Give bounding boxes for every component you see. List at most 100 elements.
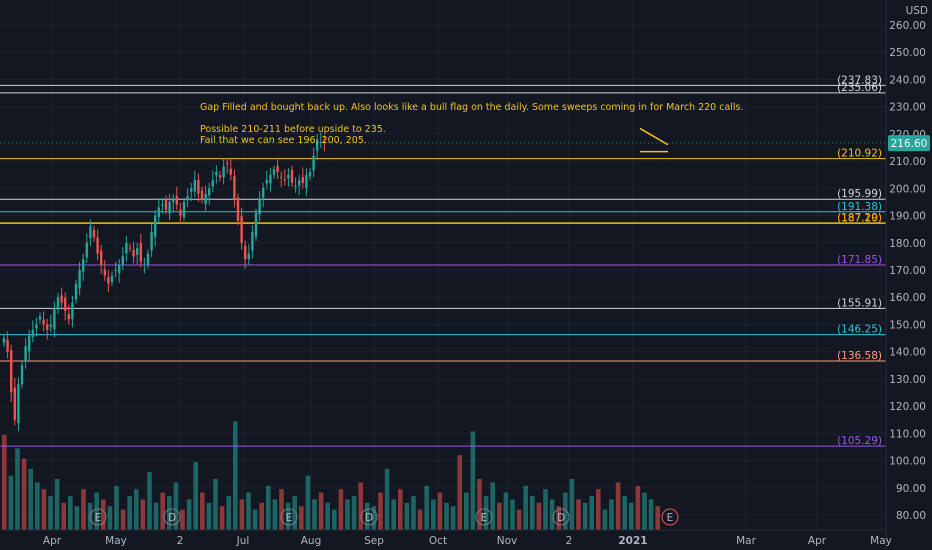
- earnings-letter: D: [557, 512, 565, 524]
- candle-body: [107, 277, 110, 284]
- candle-body: [128, 247, 132, 249]
- candle-body: [35, 324, 38, 329]
- level-label: (136.58): [837, 350, 882, 362]
- volume-bar: [114, 485, 119, 530]
- candle-body: [197, 180, 200, 194]
- earnings-marker[interactable]: E: [475, 508, 493, 526]
- candle-body: [82, 259, 85, 272]
- volume-bar: [200, 492, 205, 530]
- volume-bar: [252, 509, 258, 530]
- price-axis[interactable]: USD 80.00 90.00 100.00 110.00 120.00 130.00 140…: [885, 0, 932, 550]
- level-label: (210.92): [837, 148, 882, 160]
- y-tick-label: 80.00: [896, 510, 926, 522]
- y-tick-label: 230.00: [889, 102, 926, 114]
- candle-body: [24, 346, 27, 363]
- candle-body: [254, 212, 258, 237]
- candle-body: [31, 329, 34, 337]
- annotation-line: Fail that we can see 196, 200, 205.: [200, 135, 367, 146]
- volume-bar: [589, 496, 594, 530]
- candle-body: [125, 242, 128, 254]
- y-tick-label: 90.00: [896, 483, 926, 495]
- price-badge[interactable]: [888, 135, 930, 152]
- level-label: (191.38): [837, 201, 882, 213]
- volume-bar: [622, 496, 627, 530]
- volume-bar: [318, 492, 324, 530]
- candles: [2, 132, 326, 432]
- x-tick-label: 2: [177, 535, 184, 547]
- volume-bar: [411, 496, 416, 530]
- flag-upper-line[interactable]: [639, 127, 669, 146]
- volume-bar: [8, 475, 14, 530]
- volume-bar: [523, 485, 528, 530]
- earnings-marker[interactable]: E: [661, 508, 679, 526]
- y-tick-label: 150.00: [889, 319, 926, 331]
- volume-bar: [68, 496, 73, 530]
- current-price-label: 216.60: [891, 138, 928, 150]
- candle-body: [49, 324, 52, 327]
- volume-bar: [424, 485, 429, 530]
- candle-body: [218, 175, 222, 178]
- level-label: (237.83): [837, 74, 882, 86]
- candle-body: [290, 169, 294, 183]
- candle-body: [211, 180, 214, 187]
- candle-body: [110, 275, 114, 282]
- volume-bar: [266, 485, 271, 530]
- volume-bar: [259, 502, 264, 530]
- earnings-letter: D: [168, 512, 176, 524]
- volume-bar: [470, 431, 476, 530]
- candle-body: [298, 180, 301, 186]
- candle-body: [114, 270, 117, 271]
- level-label: (187.10): [837, 212, 882, 224]
- candle-body: [222, 166, 225, 178]
- candle-body: [258, 199, 261, 215]
- volume-bar: [503, 492, 509, 530]
- y-tick-label: 200.00: [889, 183, 926, 195]
- candle-body: [28, 335, 31, 352]
- earnings-marker[interactable]: D: [360, 508, 378, 526]
- volume-bar: [569, 479, 575, 530]
- level-label: (155.91): [837, 297, 882, 309]
- annotation-text[interactable]: Gap Filled and bought back up. Also look…: [200, 102, 744, 146]
- candle-body: [244, 246, 247, 260]
- earnings-marker[interactable]: E: [280, 508, 298, 526]
- candle-body: [132, 249, 135, 257]
- volume-bar: [2, 434, 7, 530]
- candle-body: [74, 283, 78, 300]
- earnings-marker[interactable]: E: [89, 508, 107, 526]
- time-axis[interactable]: Apr May 2 Jul Aug Sep Oct Nov 2 2021 Mar Apr May: [0, 529, 892, 547]
- volume-bar: [173, 482, 179, 530]
- y-tick-label: 210.00: [889, 156, 926, 168]
- volume-bar: [101, 499, 106, 530]
- candle-body: [269, 174, 272, 184]
- candle-body: [64, 297, 67, 311]
- x-tick-label: 2021: [618, 535, 647, 547]
- candle-body: [143, 264, 146, 266]
- horizontal-levels[interactable]: (237.83)(235.06) (210.92) (195.99)(191.38)…: [0, 74, 886, 447]
- volume-bar: [120, 509, 126, 530]
- bull-flag-drawing[interactable]: [639, 127, 669, 153]
- earnings-letter: E: [667, 512, 674, 524]
- x-tick-label: 2: [566, 535, 573, 547]
- candle-body: [172, 199, 175, 202]
- earnings-circle: [360, 508, 378, 526]
- volume-bar: [134, 489, 139, 530]
- volume-bar: [530, 496, 535, 530]
- volume-bar: [609, 499, 614, 530]
- volume-bar: [312, 499, 317, 530]
- earnings-marker[interactable]: D: [163, 508, 181, 526]
- volume-bar: [615, 482, 621, 530]
- candle-body: [280, 176, 283, 178]
- y-tick-label: 250.00: [889, 47, 926, 59]
- candle-body: [190, 188, 193, 192]
- volume-bar: [642, 492, 647, 530]
- y-tick-label: 140.00: [889, 347, 926, 359]
- volume-bar: [444, 502, 449, 530]
- candle-body: [78, 270, 81, 289]
- candle-body: [226, 163, 229, 165]
- earnings-marker[interactable]: D: [552, 508, 570, 526]
- volume-bar: [655, 506, 660, 530]
- y-tick-label: 130.00: [889, 374, 926, 386]
